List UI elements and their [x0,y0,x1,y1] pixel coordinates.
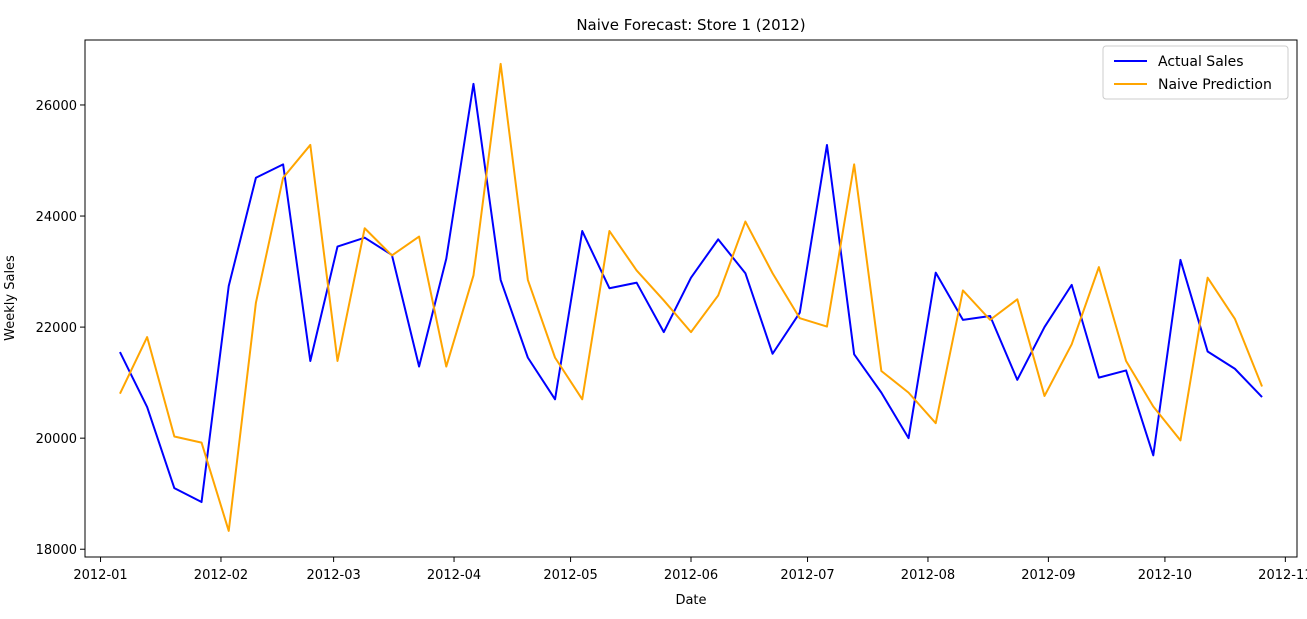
y-tick-label: 22000 [36,321,77,336]
x-tick-label: 2012-05 [543,568,597,583]
y-tick-label: 26000 [36,99,77,114]
axis-ticks [80,104,1286,562]
y-tick-label: 18000 [36,543,77,558]
y-tick-label: 20000 [36,432,77,447]
x-tick-label: 2012-04 [427,568,481,583]
x-axis-label: Date [675,593,706,608]
legend: Actual Sales Naive Prediction [1102,45,1289,100]
x-tick-label: 2012-07 [780,568,834,583]
y-axis-label: Weekly Sales [3,255,18,341]
series-line-naive-prediction [119,62,1263,532]
x-tick-label: 2012-06 [664,568,718,583]
x-tick-label: 2012-10 [1138,568,1192,583]
y-tick-label: 24000 [36,210,77,225]
chart-title: Naive Forecast: Store 1 (2012) [576,16,805,34]
x-tick-labels: 2012-01 2012-02 2012-03 2012-04 2012-05 2012-… [73,568,1307,583]
y-tick-labels: 18000 20000 22000 24000 26000 [36,99,77,558]
series-lines [119,62,1263,532]
x-tick-label: 2012-03 [306,568,360,583]
x-tick-label: 2012-01 [73,568,127,583]
x-tick-label: 2012-02 [194,568,248,583]
legend-label-naive-prediction: Naive Prediction [1158,77,1272,93]
legend-label-actual-sales: Actual Sales [1158,54,1244,70]
x-tick-label: 2012-11 [1258,568,1307,583]
series-line-actual-sales [119,82,1263,504]
plot-frame [84,39,1298,558]
legend-box [1102,45,1289,100]
x-tick-label: 2012-09 [1021,568,1075,583]
x-tick-label: 2012-08 [901,568,955,583]
